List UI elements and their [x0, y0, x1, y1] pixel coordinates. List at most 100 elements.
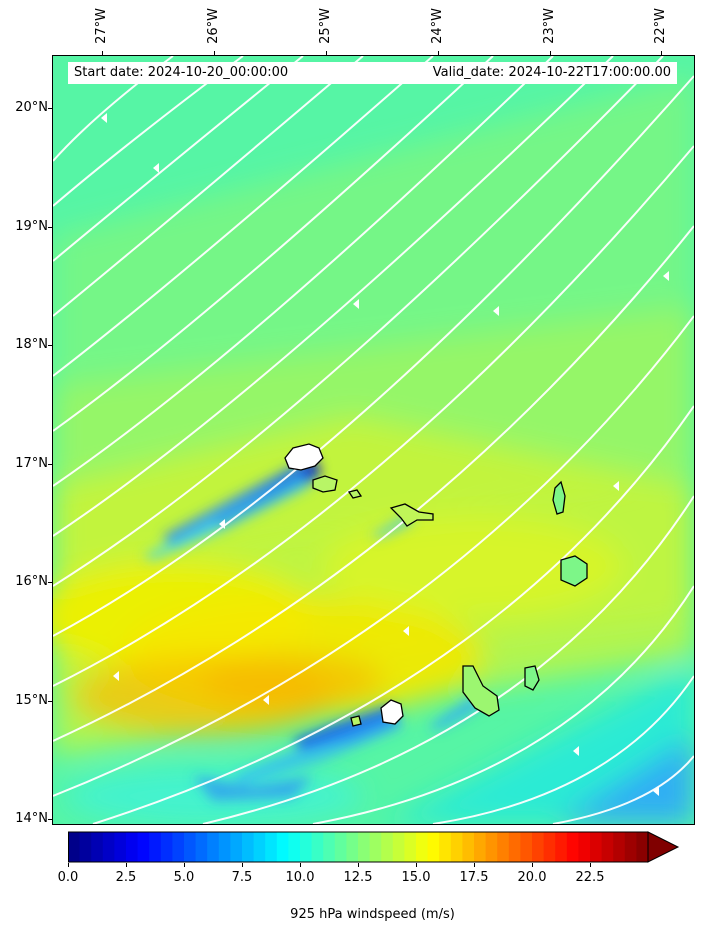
island-boa-vista — [560, 555, 588, 587]
colorbar-segment — [288, 832, 301, 862]
lon-tick-label: 26°W — [206, 8, 222, 44]
lon-tick-label: 25°W — [317, 8, 333, 44]
lon-tick-label: 23°W — [541, 8, 557, 44]
island-santiago — [462, 665, 500, 717]
colorbar-extend-arrow — [647, 831, 680, 863]
lon-tick-mark — [102, 51, 104, 55]
colorbar-tick-label: 17.5 — [459, 870, 489, 885]
lat-tick-label: 15°N — [15, 692, 48, 708]
colorbar-segment — [590, 832, 603, 862]
lat-tick-mark — [48, 345, 52, 347]
island-sao-vicente — [312, 475, 338, 493]
colorbar-segment — [242, 832, 255, 862]
island-sal — [552, 480, 566, 515]
lat-tick-label: 14°N — [15, 811, 48, 827]
colorbar-segment — [439, 832, 452, 862]
colorbar-tick-label: 20.0 — [517, 870, 547, 885]
colorbar-segment — [323, 832, 336, 862]
colorbar-segment — [91, 832, 104, 862]
colorbar-segment — [485, 832, 498, 862]
colorbar-tick-mark — [126, 863, 127, 867]
colorbar-segment — [230, 832, 243, 862]
colorbar-segment — [276, 832, 289, 862]
colorbar-segment — [450, 832, 463, 862]
streamlines — [53, 56, 694, 824]
colorbar-tick-mark — [358, 863, 359, 867]
colorbar-segment — [416, 832, 429, 862]
colorbar-segment — [68, 832, 81, 862]
coastlines — [284, 443, 588, 727]
island-santo-antao — [284, 443, 324, 471]
lat-tick-label: 16°N — [15, 574, 48, 590]
lat-tick-mark — [48, 819, 52, 821]
colorbar-segment — [555, 832, 568, 862]
lon-tick-mark — [661, 51, 663, 55]
colorbar-segment — [114, 832, 127, 862]
colorbar-segment — [265, 832, 278, 862]
colorbar-segment — [172, 832, 185, 862]
lat-tick-label: 18°N — [15, 337, 48, 353]
colorbar-outline — [68, 831, 649, 863]
island-santa-luzia — [347, 489, 363, 499]
island-sao-nicolau — [389, 503, 434, 527]
colorbar-segment — [311, 832, 324, 862]
colorbar-tick-mark — [590, 863, 591, 867]
colorbar-segment — [601, 832, 614, 862]
lat-tick-mark — [48, 108, 52, 110]
colorbar-segment — [624, 832, 637, 862]
date-info-box — [68, 62, 677, 84]
colorbar-segment — [300, 832, 313, 862]
colorbar-tick-label: 5.0 — [173, 870, 195, 885]
colorbar-tick-label: 15.0 — [401, 870, 431, 885]
colorbar-tick-mark — [474, 863, 475, 867]
colorbar-segment — [497, 832, 510, 862]
colorbar-segment — [369, 832, 382, 862]
colorbar-title: 925 hPa windspeed (m/s) — [290, 907, 455, 922]
lon-tick-mark — [549, 51, 551, 55]
colorbar-segment — [195, 832, 208, 862]
island-maio — [524, 665, 540, 691]
colorbar-svg — [68, 831, 680, 863]
colorbar-tick-mark — [242, 863, 243, 867]
colorbar-tick-label: 7.5 — [231, 870, 253, 885]
lat-tick-label: 19°N — [15, 218, 48, 234]
lat-tick-label: 20°N — [15, 100, 48, 116]
streamline-arrows — [101, 113, 669, 796]
colorbar-segment — [636, 832, 649, 862]
colorbar — [68, 831, 680, 863]
colorbar-segment — [613, 832, 626, 862]
island-brava — [350, 715, 362, 727]
colorbar-tick-label: 0.0 — [57, 870, 79, 885]
colorbar-tick-mark — [68, 863, 69, 867]
colorbar-segment — [79, 832, 92, 862]
colorbar-segment — [427, 832, 440, 862]
colorbar-segment — [160, 832, 173, 862]
colorbar-tick-mark — [184, 863, 185, 867]
valid-date-label: Valid_date: 2024-10-22T17:00:00.00 — [432, 65, 671, 80]
colorbar-segment — [462, 832, 475, 862]
lat-tick-mark — [48, 226, 52, 228]
colorbar-segment — [137, 832, 150, 862]
colorbar-tick-label: 2.5 — [115, 870, 137, 885]
lon-tick-mark — [214, 51, 216, 55]
map-panel — [52, 55, 695, 825]
colorbar-segment — [404, 832, 417, 862]
colorbar-tick-mark — [416, 863, 417, 867]
colorbar-segment — [126, 832, 139, 862]
colorbar-segment — [532, 832, 545, 862]
colorbar-tick-mark — [532, 863, 533, 867]
colorbar-segment — [578, 832, 591, 862]
colorbar-segment — [543, 832, 556, 862]
lon-tick-mark — [437, 51, 439, 55]
colorbar-tick-label: 22.5 — [575, 870, 605, 885]
colorbar-tick-label: 12.5 — [343, 870, 373, 885]
colorbar-segment — [334, 832, 347, 862]
lon-tick-mark — [325, 51, 327, 55]
colorbar-segment — [218, 832, 231, 862]
colorbar-segment — [253, 832, 266, 862]
lat-tick-mark — [48, 700, 52, 702]
colorbar-segment — [207, 832, 220, 862]
island-fogo — [380, 699, 404, 725]
colorbar-segment — [474, 832, 487, 862]
colorbar-segment — [566, 832, 579, 862]
